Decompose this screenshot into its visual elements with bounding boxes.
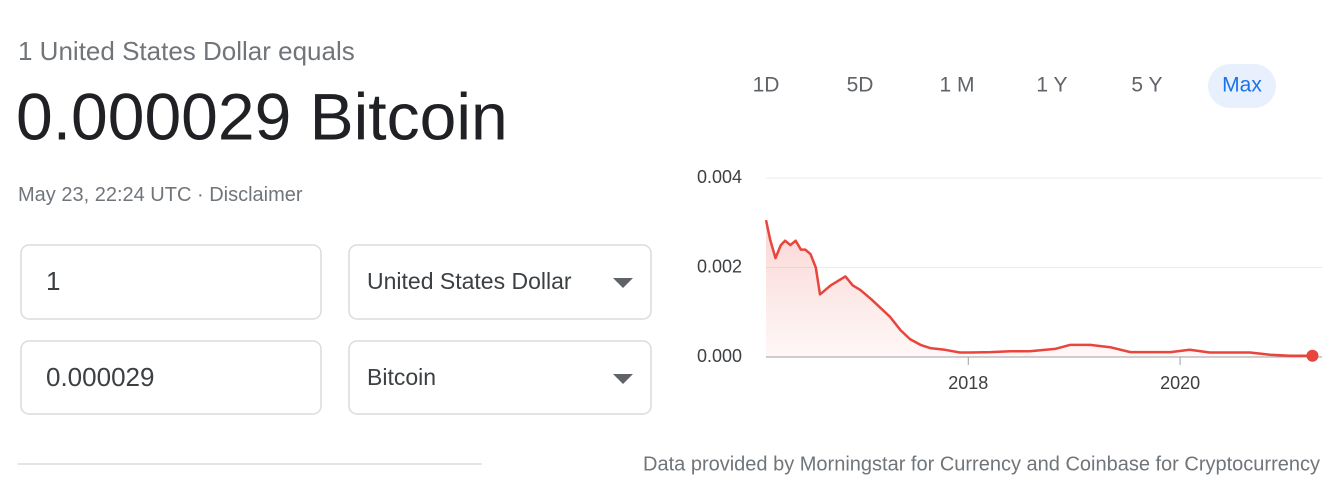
currency-from: United States Dollar (367, 268, 572, 294)
x-tick-label: 2018 (948, 373, 988, 393)
x-tick-label: 2020 (1160, 373, 1200, 393)
currency-to: Bitcoin (367, 364, 436, 390)
range-button[interactable]: Max (1222, 74, 1262, 97)
disclaimer[interactable]: Disclaimer (209, 184, 303, 206)
range-button[interactable]: 5D (847, 74, 874, 97)
range-button[interactable]: 1D (753, 74, 780, 97)
y-tick-label: 0.000 (697, 346, 742, 366)
range-button[interactable]: 1 M (939, 74, 974, 97)
dropdown-arrow (613, 374, 633, 384)
amount-input[interactable] (20, 340, 322, 415)
range-button[interactable]: 5 Y (1131, 74, 1162, 97)
dropdown-arrow (613, 278, 633, 288)
range-highlight (1208, 64, 1276, 108)
y-tick-label: 0.004 (697, 167, 742, 187)
currency-select[interactable] (348, 244, 652, 320)
range-button[interactable]: 1 Y (1036, 74, 1067, 97)
amount-input[interactable] (20, 244, 322, 320)
footer: Data provided by Morningstar for Currenc… (643, 453, 1320, 475)
amount-to: 0.000029 (46, 362, 154, 392)
subtitle: 1 United States Dollar equals (18, 36, 355, 66)
line (764, 219, 1313, 357)
amount-from: 1 (46, 266, 60, 296)
result: 0.000029 Bitcoin (16, 79, 508, 153)
timestamp-line: May 23, 22:24 UTC · Disclaimer (18, 184, 303, 206)
y-tick-label: 0.002 (697, 256, 742, 276)
end-dot (1306, 349, 1319, 362)
currency-select[interactable] (348, 340, 652, 415)
timestamp: May 23, 22:24 UTC (18, 184, 191, 206)
area (766, 220, 1313, 357)
separator: · (197, 184, 204, 206)
